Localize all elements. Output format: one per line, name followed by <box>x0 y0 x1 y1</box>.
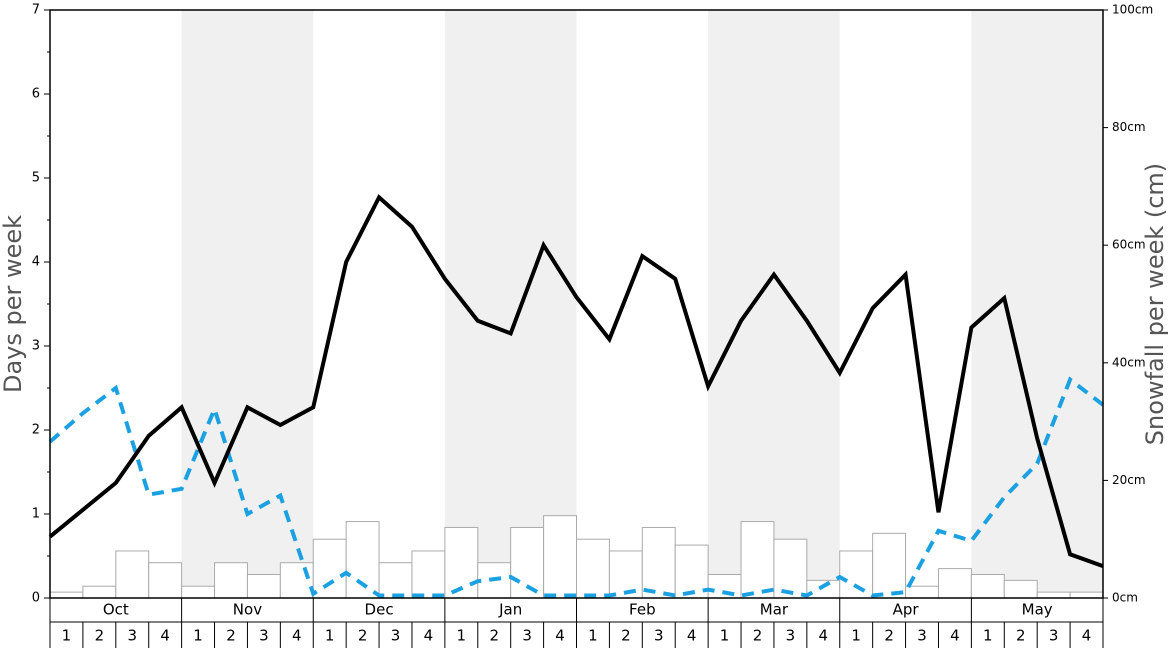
snowfall-bar <box>115 550 150 599</box>
week-label: 3 <box>391 627 401 645</box>
week-label: 1 <box>588 627 598 645</box>
snowfall-bar <box>378 562 413 599</box>
week-label: 4 <box>950 627 960 645</box>
month-label: Oct <box>103 601 129 619</box>
week-label: 1 <box>457 627 467 645</box>
y-tick-label: 0 <box>32 591 40 606</box>
month-band <box>971 10 1103 598</box>
snowfall-bar <box>937 568 972 599</box>
snowfall-bar <box>279 562 314 599</box>
snowfall-bar <box>839 550 874 599</box>
week-label: 2 <box>753 627 763 645</box>
week-label: 2 <box>489 627 499 645</box>
week-label: 2 <box>621 627 631 645</box>
week-label: 3 <box>522 627 532 645</box>
y2-tick-label: 40cm <box>1112 355 1146 369</box>
snowfall-bar <box>148 562 183 599</box>
week-label: 2 <box>884 627 894 645</box>
week-label: 4 <box>687 627 697 645</box>
y2-tick-label: 0cm <box>1112 591 1138 605</box>
week-label: 1 <box>851 627 861 645</box>
snowfall-bar <box>49 591 84 599</box>
snowfall-bar <box>872 532 907 599</box>
snowfall-bar <box>1003 579 1038 599</box>
snowfall-bar <box>246 573 281 599</box>
week-label: 1 <box>983 627 993 645</box>
snowfall-bar <box>641 526 676 599</box>
week-label: 3 <box>654 627 664 645</box>
snowfall-bar <box>82 585 117 599</box>
week-label: 3 <box>917 627 927 645</box>
week-label: 1 <box>62 627 72 645</box>
y-tick-label: 4 <box>32 255 40 270</box>
y2-tick-label: 20cm <box>1112 473 1146 487</box>
y-tick-label: 6 <box>32 87 40 102</box>
dashed-line <box>48 376 1105 598</box>
month-label: Mar <box>760 601 789 619</box>
solid-line <box>48 194 1104 568</box>
y2-axis-title: Snowfall per week (cm) <box>1141 163 1168 445</box>
snowfall-bar <box>576 538 610 599</box>
week-label: 2 <box>226 627 236 645</box>
week-label: 2 <box>1016 627 1026 645</box>
month-label: Feb <box>629 601 656 619</box>
week-label: 2 <box>358 627 368 645</box>
week-label: 2 <box>95 627 105 645</box>
week-label: 3 <box>1049 627 1059 645</box>
week-label: 3 <box>786 627 796 645</box>
y-tick-label: 5 <box>32 171 40 186</box>
month-band <box>708 10 840 598</box>
y2-tick-label: 80cm <box>1112 120 1146 134</box>
snowfall-bar <box>806 579 841 599</box>
y-tick-label: 7 <box>32 3 40 18</box>
y-axis-title: Days per week <box>0 215 27 393</box>
week-label: 1 <box>193 627 203 645</box>
snowfall-bar <box>970 573 1005 599</box>
snowfall-bar <box>312 538 347 599</box>
week-label: 4 <box>160 627 170 645</box>
week-label: 4 <box>424 627 434 645</box>
y2-tick-label: 100cm <box>1112 3 1153 17</box>
month-label: May <box>1022 601 1053 619</box>
snowfall-bar <box>773 538 808 599</box>
snowfall-bar <box>411 550 446 599</box>
snowfall-bar <box>543 515 577 599</box>
snowfall-bar <box>1069 591 1104 599</box>
month-label: Dec <box>365 601 394 619</box>
week-label: 1 <box>720 627 730 645</box>
month-label: Jan <box>498 601 522 619</box>
y-tick-label: 3 <box>32 339 40 354</box>
snowfall-bar <box>1036 591 1071 599</box>
week-label: 3 <box>127 627 137 645</box>
week-label: 4 <box>1082 627 1092 645</box>
y2-tick-label: 60cm <box>1112 238 1146 252</box>
week-label: 1 <box>325 627 335 645</box>
month-band <box>181 10 314 598</box>
week-label: 4 <box>555 627 565 645</box>
y-tick-label: 1 <box>32 507 40 522</box>
snowfall-bar <box>905 585 939 599</box>
snowfall-bar <box>214 562 248 599</box>
snowfall-bar <box>740 521 775 599</box>
month-label: Nov <box>233 601 262 619</box>
snowfall-bar <box>181 585 216 599</box>
week-label: 4 <box>819 627 829 645</box>
y-tick-label: 2 <box>32 423 40 438</box>
month-label: Apr <box>893 601 920 619</box>
week-label: 3 <box>259 627 269 645</box>
week-label: 4 <box>292 627 302 645</box>
snowfall-bar <box>608 550 643 599</box>
